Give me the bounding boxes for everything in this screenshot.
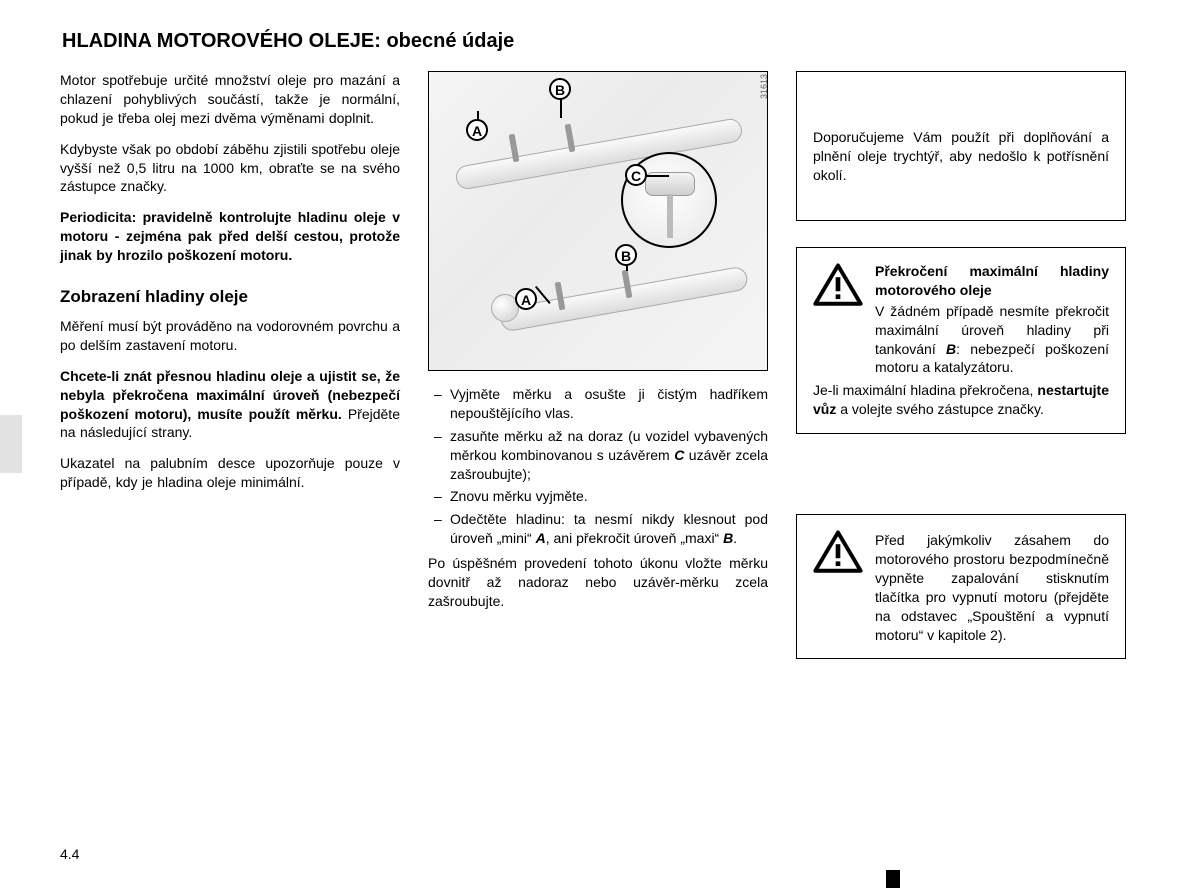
warning-box-max-level: Překročení maximální hladiny motorového … [796, 247, 1126, 434]
list-item: – Vyjměte měrku a osušte ji čistým hadří… [434, 385, 768, 423]
warning-text: Před jakýmkoliv zásahem do motorového pr… [875, 531, 1109, 644]
figure-ref-number: 31613 [759, 74, 769, 99]
callout-b: B [549, 78, 571, 100]
warning-icon [813, 529, 863, 575]
list-item: – zasuňte měrku až na doraz (u vozidel v… [434, 427, 768, 484]
subheading: Zobrazení hladiny oleje [60, 287, 400, 307]
paragraph-emphasis: Periodicita: pravidelně kontrolujte hlad… [60, 208, 400, 265]
page: HLADINA MOTOROVÉHO OLEJE: obecné údaje M… [0, 0, 1200, 888]
page-number: 4.4 [60, 846, 79, 862]
column-right: Doporučujeme Vám použít při doplňování a… [796, 71, 1126, 685]
warning-icon [813, 262, 863, 308]
warning-title: Překročení maximální hladiny motorového … [875, 262, 1109, 300]
callout-c: C [625, 164, 647, 186]
cap-stem [667, 194, 673, 238]
page-title: HLADINA MOTOROVÉHO OLEJE: obecné údaje [62, 30, 1150, 53]
list-item: – Odečtěte hladinu: ta nesmí nikdy klesn… [434, 510, 768, 548]
list-text: Znovu měrku vyjměte. [450, 487, 768, 506]
paragraph: Chcete-li znát přesnou hladinu oleje a u… [60, 367, 400, 443]
bullet-dash: – [434, 510, 450, 548]
list-item: – Znovu měrku vyjměte. [434, 487, 768, 506]
bullet-dash: – [434, 487, 450, 506]
bullet-dash: – [434, 427, 450, 484]
paragraph: Kdybyste však po období záběhu zjistili … [60, 140, 400, 197]
warning-text: V žádném případě nesmíte překročit maxim… [875, 302, 1109, 378]
list-text: Odečtěte hladinu: ta nesmí nikdy klesnou… [450, 510, 768, 548]
column-left: Motor spotřebuje určité množství oleje p… [60, 71, 400, 685]
procedure-list: – Vyjměte měrku a osušte ji čistým hadří… [434, 385, 768, 548]
bullet-dash: – [434, 385, 450, 423]
paragraph: Po úspěšném provedení tohoto úkonu vložt… [428, 554, 768, 611]
callout-a2: A [515, 288, 537, 310]
column-middle: 31613 A B C [428, 71, 768, 685]
note-box-funnel: Doporučujeme Vám použít při doplňování a… [796, 71, 1126, 221]
warning-text: Je-li maximální hladina překročena, nest… [813, 381, 1109, 419]
content-columns: Motor spotřebuje určité množství oleje p… [60, 71, 1150, 685]
callout-a: A [466, 119, 488, 141]
callout-b2: B [615, 244, 637, 266]
paragraph: Ukazatel na palubním desce upozorňuje po… [60, 454, 400, 492]
figure-dipstick: 31613 A B C [428, 71, 768, 371]
warning-header: Překročení maximální hladiny motorového … [813, 262, 1109, 377]
paragraph: Měření musí být prováděno na vodorovném … [60, 317, 400, 355]
list-text: Vyjměte měrku a osušte ji čistým hadříke… [450, 385, 768, 423]
warning-box-ignition: Před jakýmkoliv zásahem do motorového pr… [796, 514, 1126, 659]
warning-header: Před jakýmkoliv zásahem do motorového pr… [813, 529, 1109, 644]
list-text: zasuňte měrku až na doraz (u vozidel vyb… [450, 427, 768, 484]
note-text: Doporučujeme Vám použít při doplňování a… [813, 129, 1109, 183]
paragraph: Motor spotřebuje určité množství oleje p… [60, 71, 400, 128]
